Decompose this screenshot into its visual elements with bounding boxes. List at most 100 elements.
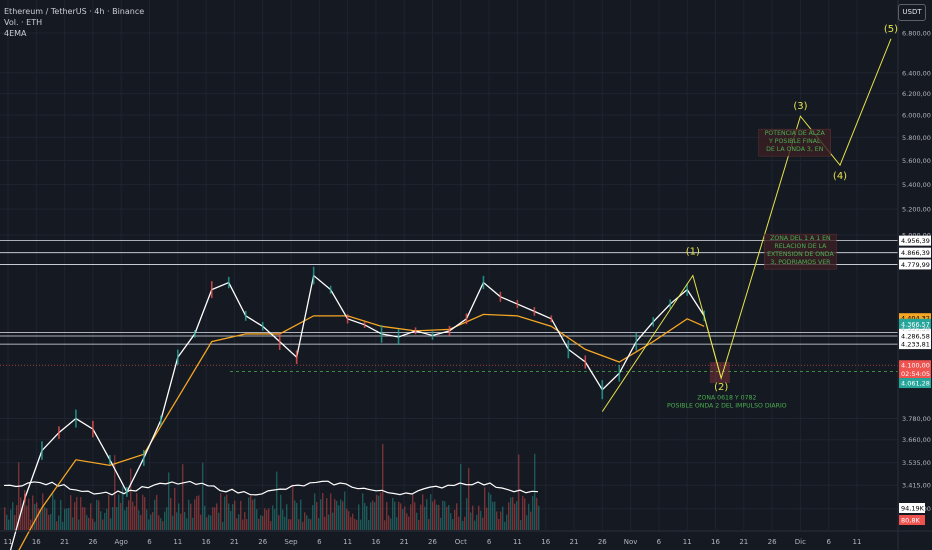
volume-bar-down <box>76 497 78 530</box>
volume-bar-up <box>328 514 330 530</box>
volume-bar-down <box>196 496 198 530</box>
volume-bar-down <box>140 515 142 530</box>
volume-axis-label-bg <box>899 515 925 525</box>
level-label-bg <box>899 339 931 350</box>
x-tick-label: 16 <box>32 538 41 546</box>
x-tick-label: 11 <box>683 538 692 546</box>
volume-bar-up <box>466 498 468 530</box>
volume-bar-down <box>98 500 100 530</box>
price-axis-label-text: 02:54:05 <box>901 370 930 378</box>
x-tick-label: 11 <box>4 538 13 546</box>
volume-bar-up <box>538 505 540 530</box>
x-tick-label: 26 <box>768 538 777 546</box>
volume-bar-up <box>312 505 314 530</box>
volume-bar-up <box>44 507 46 530</box>
candle-down <box>278 333 281 350</box>
x-tick-label: 26 <box>88 538 97 546</box>
volume-bar-down <box>22 505 24 530</box>
volume-bar-up <box>286 504 288 530</box>
volume-bar-down <box>350 517 352 530</box>
volume-bar-up <box>378 495 380 530</box>
x-tick-label: 6 <box>657 538 662 546</box>
volume-bar-down <box>236 518 238 530</box>
volume-bar-up <box>276 471 278 530</box>
volume-bar-down <box>324 516 326 530</box>
ema-line <box>18 313 705 550</box>
volume-bar-up <box>368 520 370 530</box>
volume-bar-down <box>198 495 200 530</box>
volume-bar-up <box>124 510 126 530</box>
y-tick-label: 3.535,00 <box>902 459 931 467</box>
volume-bar-up <box>72 517 74 530</box>
candle-down <box>499 291 502 302</box>
volume-bar-up <box>204 505 206 530</box>
volume-bar-down <box>30 519 32 530</box>
volume-bar-down <box>92 518 94 530</box>
level-price-label: 4.866,39 <box>899 247 931 258</box>
volume-bar-up <box>416 512 418 530</box>
volume-bar-up <box>526 515 528 530</box>
volume-bar-up <box>160 518 162 530</box>
candle-up <box>244 310 247 321</box>
volume-bar-up <box>470 512 472 530</box>
volume-bar-up <box>306 515 308 530</box>
volume-bar-down <box>434 499 436 530</box>
y-tick-label: 3.780,00 <box>902 415 931 423</box>
volume-bar-down <box>240 500 242 530</box>
volume-bar-down <box>212 507 214 530</box>
x-tick-label: 21 <box>739 538 748 546</box>
volume-bar-up <box>308 518 310 530</box>
volume-bar-up <box>208 514 210 530</box>
volume-bar-down <box>88 517 90 530</box>
x-tick-label: 21 <box>230 538 239 546</box>
volume-bar-up <box>474 520 476 530</box>
annotation-line: 3, PODRIAMOS VER <box>770 259 831 266</box>
volume-bar-down <box>464 516 466 530</box>
candle-down <box>24 494 26 502</box>
x-tick-label: 11 <box>343 538 352 546</box>
x-tick-label: 16 <box>371 538 380 546</box>
annotation-line: ZONA 0618 Y 0782 <box>697 395 756 402</box>
price-axis-label: 02:54:05 <box>899 368 931 379</box>
level-label-text: 4.233,81 <box>901 341 930 349</box>
x-tick-label: 21 <box>60 538 69 546</box>
volume-bar-up <box>52 492 54 530</box>
candle-down <box>448 325 451 336</box>
volume-bar-down <box>156 494 158 530</box>
volume-bar-down <box>142 494 144 530</box>
volume-bar-down <box>458 516 460 530</box>
candle-up <box>618 364 621 382</box>
annotation-line: DE LA ONDA 3, EN <box>766 146 824 153</box>
volume-bar-up <box>172 515 174 530</box>
volume-bar-up <box>282 509 284 530</box>
volume-bar-down <box>84 507 86 530</box>
volume-bar-up <box>224 496 226 530</box>
volume-bar-up <box>284 516 286 530</box>
volume-bar-down <box>82 507 84 530</box>
price-line <box>9 274 705 550</box>
volume-bar-up <box>184 511 186 530</box>
candle-up <box>397 329 400 345</box>
volume-bar-down <box>454 509 456 530</box>
volume-bar-down <box>190 503 192 530</box>
volume-bar-down <box>346 508 348 530</box>
volume-bar-down <box>132 501 134 530</box>
candle-down <box>550 315 553 323</box>
y-tick-label: 5.800,00 <box>902 134 931 142</box>
y-tick-label: 3.660,00 <box>902 436 931 444</box>
volume-bar-down <box>334 499 336 530</box>
volume-bar-up <box>58 515 60 530</box>
currency-button[interactable]: USDT <box>898 4 926 21</box>
candle-up <box>126 487 128 497</box>
volume-bar-down <box>400 503 402 530</box>
price-axis-label: 4.404,32 <box>899 313 931 324</box>
volume-bar-down <box>120 502 122 530</box>
volume-bar-down <box>468 467 470 530</box>
volume-bar-down <box>108 494 110 530</box>
volume-bar-down <box>524 498 526 530</box>
volume-bar-down <box>512 497 514 530</box>
candle-up <box>75 409 77 428</box>
